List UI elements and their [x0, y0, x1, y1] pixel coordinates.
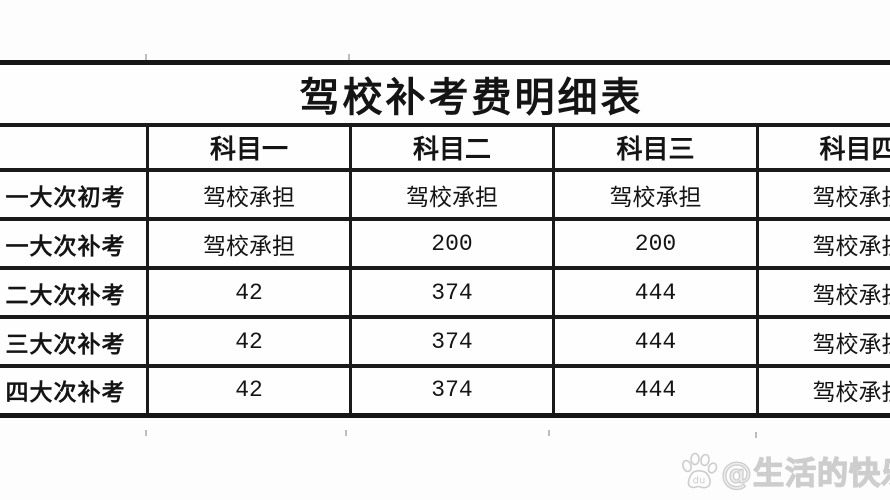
row-label: 三大次补考 [0, 315, 149, 368]
table-row: 二大次补考 42 374 444 驾校承担 [0, 266, 890, 319]
cell: 驾校承担 [755, 217, 890, 270]
cell: 驾校承担 [755, 364, 890, 417]
title-row: 驾校补考费明细表 [0, 60, 890, 127]
cell: 200 [349, 217, 555, 270]
table-row: 一大次初考 驾校承担 驾校承担 驾校承担 驾校承担 [0, 168, 890, 221]
row-label: 二大次补考 [0, 266, 149, 319]
cell: 驾校承担 [146, 168, 352, 221]
table-title: 驾校补考费明细表 [0, 60, 890, 127]
baidu-paw-icon: du [680, 450, 718, 492]
cell: 444 [552, 364, 759, 417]
grid-tick [145, 54, 147, 60]
grid-tick [145, 430, 147, 436]
col-header-blank [0, 123, 149, 172]
fee-table: 驾校补考费明细表 科目一 科目二 科目三 科目四 一大次初考 驾校承担 驾校承担… [0, 60, 890, 418]
cell: 374 [349, 315, 555, 368]
cell: 驾校承担 [146, 217, 352, 270]
col-header-subject1: 科目一 [146, 123, 352, 172]
cell: 驾校承担 [755, 168, 890, 221]
cell: 444 [552, 266, 759, 319]
cell: 驾校承担 [349, 168, 555, 221]
header-row: 科目一 科目二 科目三 科目四 [0, 123, 890, 172]
cell: 驾校承担 [755, 315, 890, 368]
cell: 42 [146, 266, 352, 319]
cell: 374 [349, 266, 555, 319]
grid-tick [348, 54, 350, 60]
cell: 42 [146, 364, 352, 417]
row-label: 一大次补考 [0, 217, 149, 270]
row-label: 四大次补考 [0, 364, 149, 417]
grid-tick [345, 430, 347, 436]
cell: 200 [552, 217, 759, 270]
cell: 驾校承担 [755, 266, 890, 319]
col-header-subject2: 科目二 [349, 123, 555, 172]
col-header-subject3: 科目三 [552, 123, 759, 172]
table-row: 四大次补考 42 374 444 驾校承担 [0, 364, 890, 417]
table-row: 一大次补考 驾校承担 200 200 驾校承担 [0, 217, 890, 270]
grid-tick [755, 432, 757, 438]
cell: 374 [349, 364, 555, 417]
table-row: 三大次补考 42 374 444 驾校承担 [0, 315, 890, 368]
watermark-icon-label: du [693, 475, 706, 486]
grid-tick [548, 430, 550, 436]
cell: 42 [146, 315, 352, 368]
cell: 444 [552, 315, 759, 368]
watermark-text: @生活的快乐 [720, 455, 890, 492]
watermark: du @生活的快乐 [680, 448, 890, 493]
cell: 驾校承担 [552, 168, 759, 221]
row-label: 一大次初考 [0, 168, 149, 221]
col-header-subject4: 科目四 [755, 123, 890, 172]
